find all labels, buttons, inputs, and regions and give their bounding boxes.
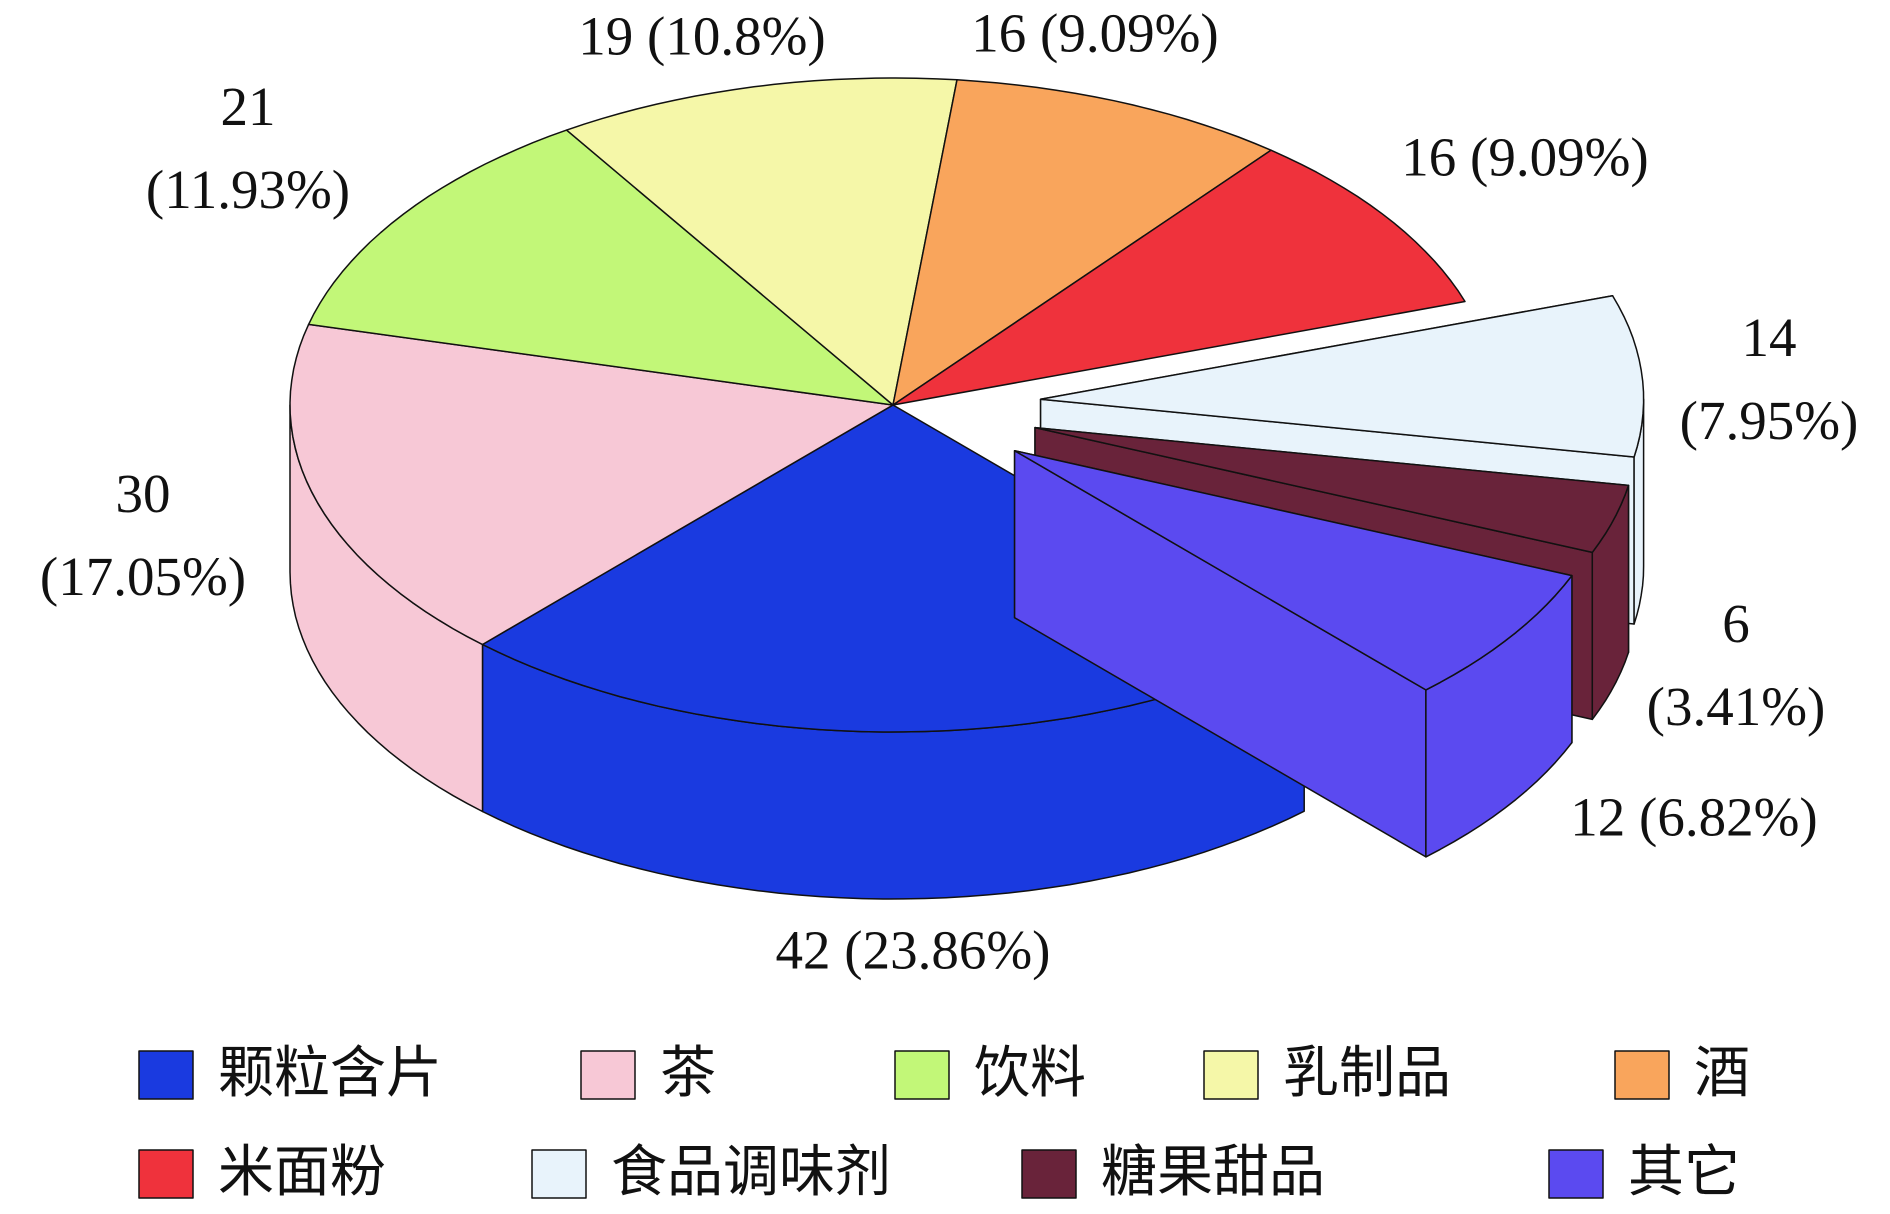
legend-label: 茶	[660, 1041, 716, 1106]
data-label: 16 (9.09%)	[971, 3, 1218, 64]
data-label: 12 (6.82%)	[1570, 787, 1817, 848]
data-label-line: (11.93%)	[146, 159, 350, 220]
slice	[1039, 294, 1645, 458]
legend-label: 乳制品	[1283, 1041, 1451, 1106]
legend-swatch	[1548, 1149, 1604, 1199]
legend-label: 糖果甜品	[1101, 1140, 1325, 1205]
slice	[1034, 426, 1630, 554]
legend-swatch	[894, 1050, 950, 1100]
legend-swatch	[1614, 1050, 1670, 1100]
legend-swatch	[531, 1149, 587, 1199]
legend-swatch	[1203, 1050, 1259, 1100]
slice	[892, 79, 1272, 406]
legend-label: 颗粒含片	[218, 1041, 442, 1106]
data-label: 42 (23.86%)	[776, 920, 1051, 981]
legend-swatch	[580, 1050, 636, 1100]
data-label-line: 6	[1722, 593, 1750, 654]
data-label: 30 (17.05%)	[40, 463, 246, 607]
data-label: 21 (11.93%)	[146, 76, 350, 220]
legend-swatch	[138, 1050, 194, 1100]
data-label-line: (3.41%)	[1647, 676, 1826, 737]
legend-label: 食品调味剂	[611, 1140, 891, 1205]
legend-label: 米面粉	[218, 1140, 386, 1205]
data-label-line: (7.95%)	[1680, 390, 1859, 451]
slice	[307, 129, 894, 406]
legend-swatch	[138, 1149, 194, 1199]
data-label: 6 (3.41%)	[1647, 593, 1826, 737]
legend-swatch	[1021, 1149, 1077, 1199]
slice	[1013, 449, 1573, 691]
data-label-line: 21	[221, 76, 276, 137]
data-label: 16 (9.09%)	[1401, 127, 1648, 188]
data-label-line: 14	[1742, 307, 1797, 368]
slice	[892, 149, 1466, 406]
legend-label: 其它	[1628, 1140, 1740, 1205]
data-label-line: 30	[116, 463, 171, 524]
data-label-line: (17.05%)	[40, 546, 246, 607]
legend-label: 饮料	[974, 1041, 1086, 1106]
legend-label: 酒	[1694, 1041, 1750, 1106]
data-label: 19 (10.8%)	[578, 6, 825, 67]
slice	[289, 323, 894, 646]
slice	[565, 77, 958, 406]
data-label: 14 (7.95%)	[1680, 307, 1859, 451]
